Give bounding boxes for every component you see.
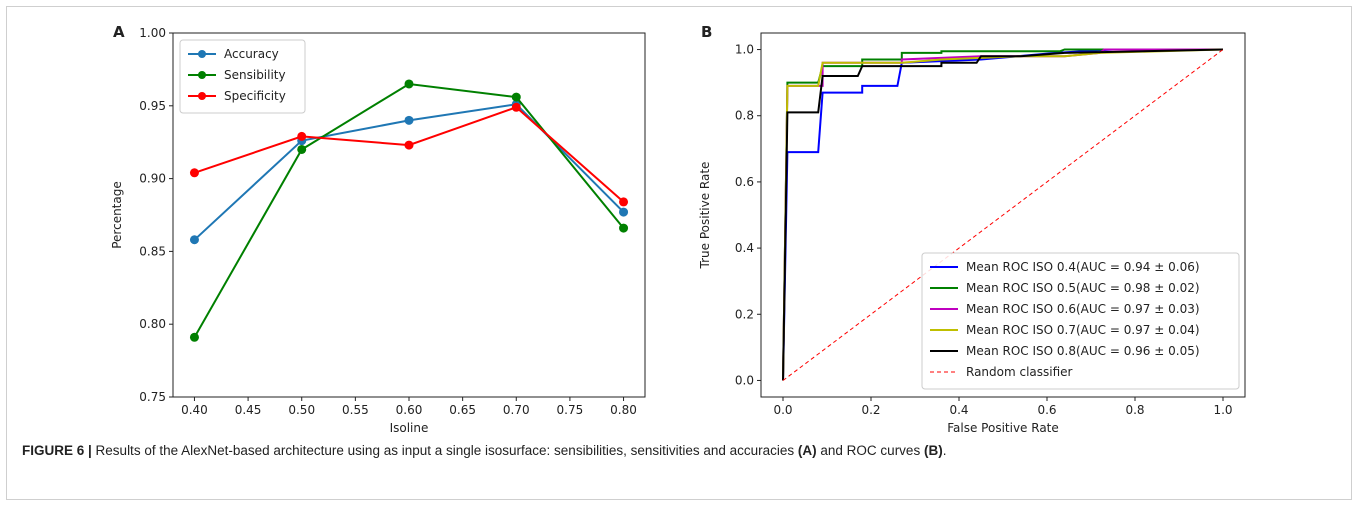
panel-b-y-axis-label: True Positive Rate xyxy=(698,162,712,270)
caption-label: FIGURE 6 | xyxy=(22,443,92,458)
panel-a-x-tick-label: 0.60 xyxy=(396,403,423,417)
panel-a-series-3-point xyxy=(619,197,629,207)
panel-a-series-3-point xyxy=(404,140,414,150)
panel-b-x-tick-label: 0.4 xyxy=(949,403,968,417)
panel-a-y-tick-label: 0.90 xyxy=(139,172,166,186)
panel-b-x-axis-label: False Positive Rate xyxy=(947,421,1059,435)
panel-a-legend-marker-1 xyxy=(198,50,206,58)
panel-b-legend-box xyxy=(921,252,1240,390)
panel-a-legend-box xyxy=(179,39,306,114)
panel-a-legend-marker-3 xyxy=(198,92,206,100)
panel-b-legend-label-3: Mean ROC ISO 0.6(AUC = 0.97 ± 0.03) xyxy=(966,302,1200,316)
panel-a-series-1-point xyxy=(619,207,629,217)
panel-a-x-tick-label: 0.70 xyxy=(503,403,530,417)
panel-a-series-1-point xyxy=(404,115,414,125)
panel-a-x-tick-label: 0.45 xyxy=(235,403,262,417)
panel-a-series-2-point xyxy=(619,223,629,233)
panel-a-series-2-point xyxy=(297,144,307,154)
panel-a-y-tick-label: 0.85 xyxy=(139,244,166,258)
panel-a-series-1-point xyxy=(189,235,199,245)
panel-b-legend-label-2: Mean ROC ISO 0.5(AUC = 0.98 ± 0.02) xyxy=(966,281,1200,295)
chart-canvas: A 0.40 0.45 0.50 0.55 0.60 0.65 0.70 0.75 0.80 0.7… xyxy=(110,23,1246,435)
panel-a-x-tick-label: 0.80 xyxy=(610,403,637,417)
panel-b-x-tick-label: 0.0 xyxy=(773,403,792,417)
caption-mid: and ROC curves xyxy=(816,443,924,458)
panel-b-y-tick-label: 1.0 xyxy=(735,43,754,57)
panel-b-axes-frame xyxy=(760,32,1246,398)
panel-b-legend-label-4: Mean ROC ISO 0.7(AUC = 0.97 ± 0.04) xyxy=(966,323,1200,337)
caption-text: Results of the AlexNet-based architectur… xyxy=(91,443,798,458)
panel-b-y-tick-label: 0.4 xyxy=(735,241,754,255)
caption-ref-a: (A) xyxy=(797,443,817,458)
panel-b-y-tick-label: 0.2 xyxy=(735,307,754,321)
panel-b-series-line-4 xyxy=(782,48,1224,381)
panel-b-panel-letter: B xyxy=(701,23,712,41)
panel-a-series-3-point xyxy=(189,168,199,178)
panel-a-x-axis-label: Isoline xyxy=(390,421,429,435)
panel-a-y-axis-label: Percentage xyxy=(110,181,124,249)
panel-a-series-2-point xyxy=(404,79,414,89)
caption-ref-b: (B) xyxy=(923,443,943,458)
panel-a-legend-label-2: Sensibility xyxy=(224,68,286,82)
panel-b-x-tick-label: 1.0 xyxy=(1213,403,1232,417)
panel-a-x-tick-label: 0.40 xyxy=(181,403,208,417)
panel-b-series-line-5 xyxy=(782,48,1224,381)
panel-a-x-tick-label: 0.50 xyxy=(288,403,315,417)
panel-b-series-line-6 xyxy=(782,49,1224,381)
panel-a-x-tick-label: 0.75 xyxy=(557,403,584,417)
panel-b-legend-label-5: Mean ROC ISO 0.8(AUC = 0.96 ± 0.05) xyxy=(966,344,1200,358)
figure-frame xyxy=(6,6,1352,500)
panel-a-y-tick-label: 0.80 xyxy=(139,317,166,331)
panel-b-legend-label-6: Random classifier xyxy=(966,365,1073,379)
panel-b-x-tick-label: 0.6 xyxy=(1037,403,1056,417)
panel-a-series-2-point xyxy=(511,92,521,102)
panel-a-legend-label-3: Specificity xyxy=(224,89,286,103)
panel-a-y-tick-label: 0.95 xyxy=(139,99,166,113)
figure-caption: FIGURE 6 | Results of the AlexNet-based … xyxy=(22,443,1342,458)
panel-a-series-3-point xyxy=(511,102,521,112)
panel-a-legend-label-1: Accuracy xyxy=(224,47,279,61)
panel-a-x-tick-label: 0.65 xyxy=(449,403,476,417)
panel-a-series-3-point xyxy=(297,131,307,141)
panel-b-y-tick-label: 0.8 xyxy=(735,109,754,123)
caption-end: . xyxy=(942,443,947,458)
panel-b-x-tick-label: 0.8 xyxy=(1125,403,1144,417)
panel-b-legend-label-1: Mean ROC ISO 0.4(AUC = 0.94 ± 0.06) xyxy=(966,260,1200,274)
panel-b-y-tick-label: 0.6 xyxy=(735,175,754,189)
panel-a-y-tick-label: 0.75 xyxy=(139,390,166,404)
panel-a-panel-letter: A xyxy=(113,23,125,41)
panel-b-x-tick-label: 0.2 xyxy=(861,403,880,417)
panel-a-y-tick-label: 1.00 xyxy=(139,26,166,40)
panel-b-y-tick-label: 0.0 xyxy=(735,373,754,387)
panel-a-series-2-point xyxy=(189,332,199,342)
panel-a-x-tick-label: 0.55 xyxy=(342,403,369,417)
panel-a-legend-marker-2 xyxy=(198,71,206,79)
